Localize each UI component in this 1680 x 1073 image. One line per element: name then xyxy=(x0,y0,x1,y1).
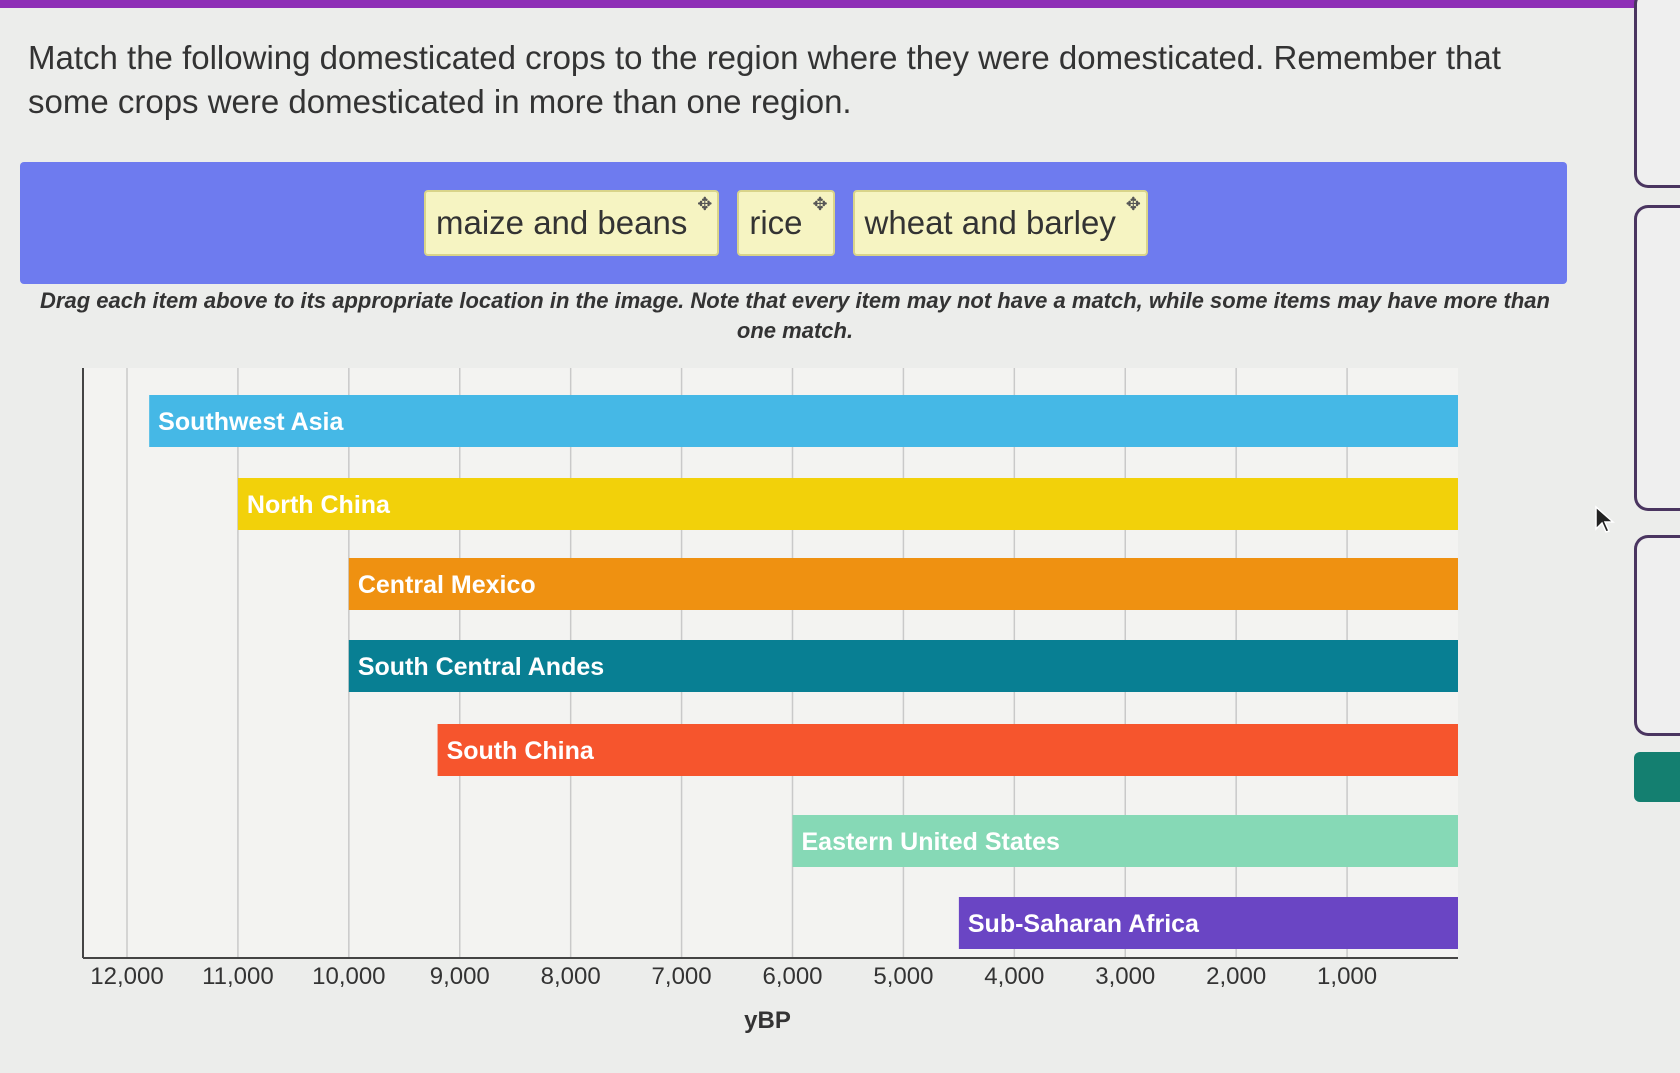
x-tick-label: 4,000 xyxy=(984,963,1044,990)
drag-item-label: maize and beans xyxy=(436,204,688,241)
instructions-text: Drag each item above to its appropriate … xyxy=(40,288,1550,343)
drag-item-maize-and-beans[interactable]: maize and beans ✥ xyxy=(424,190,720,256)
x-axis-label: yBP xyxy=(744,1007,791,1034)
x-tick-label: 12,000 xyxy=(90,963,163,990)
drag-item-label: wheat and barley xyxy=(864,204,1116,241)
bar-label: Central Mexico xyxy=(358,571,536,599)
bar-label: South Central Andes xyxy=(358,653,604,681)
x-tick-label: 2,000 xyxy=(1206,963,1266,990)
x-tick-label: 11,000 xyxy=(202,963,274,990)
x-tick-label: 6,000 xyxy=(762,963,822,990)
side-panel-button[interactable] xyxy=(1634,752,1680,802)
bar-central-mexico xyxy=(348,558,1458,610)
drag-item-label: rice xyxy=(749,204,803,241)
side-panel-card[interactable] xyxy=(1634,535,1680,736)
bar-label: Sub-Saharan Africa xyxy=(968,910,1200,938)
x-tick-label: 3,000 xyxy=(1095,963,1155,990)
bar-label: South China xyxy=(447,737,595,765)
drag-item-rice[interactable]: rice ✥ xyxy=(737,190,835,256)
bar-south-central-andes xyxy=(348,640,1458,692)
x-tick-label: 5,000 xyxy=(873,963,933,990)
top-bar xyxy=(0,0,1636,8)
bar-southwest-asia xyxy=(149,395,1458,447)
bar-label: Eastern United States xyxy=(802,828,1060,856)
move-icon: ✥ xyxy=(697,194,713,214)
bar-south-china xyxy=(437,724,1459,776)
bar-label: Southwest Asia xyxy=(158,408,344,436)
drag-items-row: maize and beans ✥ rice ✥ wheat and barley ✥ xyxy=(424,190,1148,256)
x-tick-label: 7,000 xyxy=(652,963,712,990)
mouse-cursor-icon xyxy=(1595,505,1615,533)
bar-sub-saharan-africa xyxy=(958,897,1458,949)
side-panel-card[interactable] xyxy=(1634,205,1680,511)
bar-label: North China xyxy=(247,491,391,519)
drag-item-wheat-and-barley[interactable]: wheat and barley ✥ xyxy=(852,190,1148,256)
side-panel-card[interactable] xyxy=(1634,0,1680,188)
x-tick-label: 8,000 xyxy=(541,963,601,990)
bar-north-china xyxy=(237,478,1459,530)
x-tick-label: 9,000 xyxy=(430,963,490,990)
x-tick-label: 1,000 xyxy=(1317,963,1377,990)
move-icon: ✥ xyxy=(1125,194,1141,214)
x-tick-label: 10,000 xyxy=(312,963,385,990)
move-icon: ✥ xyxy=(812,194,828,214)
question-text: Match the following domesticated crops t… xyxy=(28,39,1501,120)
bar-eastern-united-states xyxy=(792,815,1458,867)
